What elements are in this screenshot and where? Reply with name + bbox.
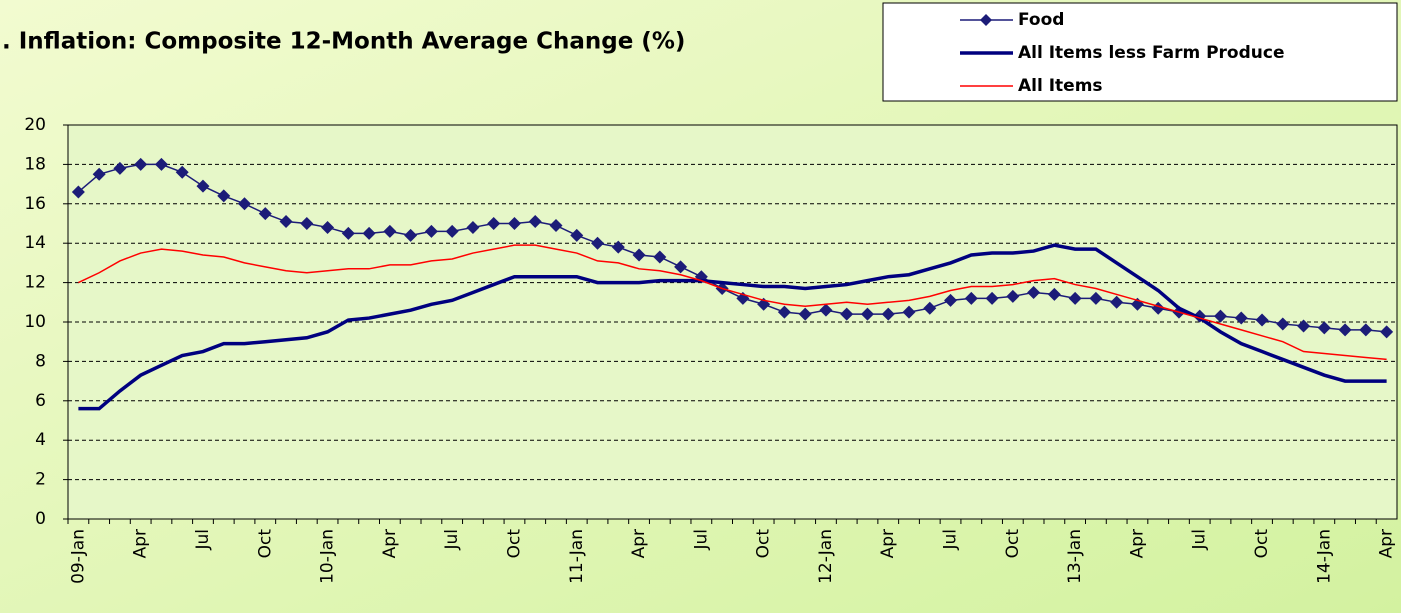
marker: [881, 307, 895, 321]
x-tick-label: Apr: [629, 529, 649, 558]
marker: [217, 189, 231, 203]
y-tick-label: 16: [24, 194, 46, 214]
series-line: [77, 163, 1387, 333]
x-tick-label: Apr: [1377, 529, 1397, 558]
y-tick-label: 20: [24, 115, 46, 135]
marker: [258, 207, 272, 221]
marker: [1317, 321, 1331, 335]
legend-marker: [980, 14, 992, 26]
marker: [196, 179, 210, 193]
marker: [487, 217, 501, 230]
marker: [1089, 291, 1103, 305]
y-tick-label: 6: [35, 391, 46, 411]
marker: [1047, 287, 1061, 301]
marker: [238, 197, 252, 211]
x-tick-label: Apr: [131, 529, 151, 558]
marker: [1068, 291, 1082, 305]
marker: [154, 157, 168, 171]
x-tick-label: Oct: [754, 529, 774, 559]
marker: [1110, 295, 1124, 309]
marker: [923, 301, 937, 315]
marker: [362, 226, 376, 240]
x-tick-label: 10-Jan: [318, 529, 338, 584]
marker: [175, 165, 189, 179]
y-tick-label: 10: [24, 312, 46, 332]
marker: [798, 307, 812, 321]
y-tick-label: 18: [24, 154, 46, 174]
marker: [944, 293, 958, 307]
marker: [1027, 285, 1041, 299]
x-tick-label: Jul: [442, 529, 462, 551]
marker: [113, 161, 127, 175]
marker: [134, 157, 148, 171]
legend-label: Food: [1018, 10, 1064, 30]
x-tick-label: 11-Jan: [567, 529, 587, 584]
marker: [985, 291, 999, 305]
marker: [549, 218, 563, 232]
x-tick-label: Oct: [255, 529, 275, 559]
legend-label: All Items: [1018, 76, 1103, 96]
x-tick-label: 09-Jan: [68, 529, 88, 584]
marker: [1234, 311, 1248, 325]
marker: [591, 236, 605, 250]
marker: [321, 220, 335, 234]
x-tick-label: Oct: [1003, 529, 1023, 559]
x-tick-label: Oct: [504, 529, 524, 559]
marker: [819, 303, 833, 317]
y-tick-label: 8: [35, 351, 46, 371]
marker: [674, 260, 688, 274]
marker: [71, 185, 85, 199]
x-tick-label: Jul: [1190, 529, 1210, 551]
x-tick-label: Apr: [1127, 529, 1147, 558]
marker: [1338, 323, 1352, 337]
marker: [777, 305, 791, 319]
x-tick-label: Apr: [380, 529, 400, 558]
marker: [341, 226, 355, 240]
marker: [445, 224, 459, 238]
marker: [653, 250, 667, 264]
marker: [1276, 317, 1290, 331]
y-tick-label: 0: [35, 509, 46, 529]
marker: [279, 215, 293, 229]
series-line: [78, 244, 1387, 361]
marker: [1380, 325, 1394, 339]
x-tick-label: 14-Jan: [1314, 529, 1334, 584]
marker: [902, 305, 916, 319]
x-tick-label: Jul: [193, 529, 213, 551]
y-tick-label: 2: [35, 470, 46, 490]
marker: [466, 220, 480, 234]
series-line: [78, 243, 1387, 411]
marker: [424, 224, 438, 238]
marker: [383, 224, 397, 238]
x-tick-label: 12-Jan: [816, 529, 836, 584]
y-tick-label: 14: [24, 233, 46, 253]
chart-title: . Inflation: Composite 12-Month Average …: [2, 29, 685, 55]
marker: [964, 291, 978, 305]
x-tick-label: 13-Jan: [1065, 529, 1085, 584]
x-tick-label: Apr: [878, 529, 898, 558]
marker: [507, 217, 521, 230]
marker: [300, 217, 314, 230]
y-tick-label: 4: [35, 430, 46, 450]
y-tick-label: 12: [24, 273, 46, 293]
marker: [611, 240, 625, 254]
marker: [632, 248, 646, 262]
x-tick-label: Jul: [941, 529, 961, 551]
x-tick-label: Oct: [1252, 529, 1272, 559]
marker: [1006, 289, 1020, 303]
marker: [1297, 319, 1311, 333]
marker: [528, 215, 542, 229]
marker: [1213, 309, 1227, 323]
marker: [92, 167, 106, 181]
marker: [404, 228, 418, 242]
marker: [860, 307, 874, 321]
marker: [840, 307, 854, 321]
marker: [1359, 323, 1373, 337]
marker: [570, 228, 584, 242]
x-tick-label: Jul: [691, 529, 711, 551]
legend-label: All Items less Farm Produce: [1018, 43, 1284, 63]
marker: [1255, 313, 1269, 327]
